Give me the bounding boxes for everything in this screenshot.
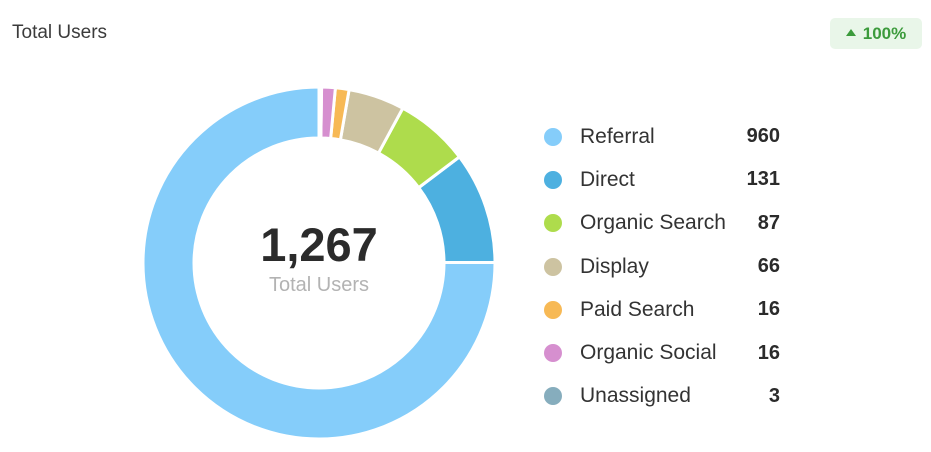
donut-slice-unassigned[interactable] (317, 85, 324, 140)
legend-label: Display (580, 254, 649, 278)
legend-value: 3 (768, 384, 780, 407)
legend-item-unassigned[interactable]: Unassigned 3 (544, 375, 780, 418)
legend-label: Paid Search (580, 297, 695, 321)
legend-label: Organic Social (580, 341, 717, 365)
donut-slice-referral[interactable] (141, 85, 497, 441)
donut-center: 1,267 Total Users (138, 82, 500, 444)
legend-value: 16 (757, 298, 780, 321)
legend-swatch (544, 214, 562, 233)
legend-item-organic-social[interactable]: Organic Social 16 (544, 331, 780, 374)
legend-item-organic-search[interactable]: Organic Search 87 (544, 202, 780, 245)
donut-slice-direct[interactable] (417, 155, 497, 265)
legend-swatch (544, 344, 562, 363)
legend-item-paid-search[interactable]: Paid Search 16 (544, 288, 780, 331)
legend-label: Referral (580, 124, 655, 148)
change-badge: 100% (830, 18, 922, 49)
legend-swatch (544, 387, 562, 406)
donut-slice-organic-search[interactable] (377, 106, 461, 190)
total-users-label: Total Users (268, 274, 370, 296)
donut-chart: 1,267 Total Users (138, 82, 500, 444)
legend-item-display[interactable]: Display 66 (544, 245, 780, 288)
legend-value: 16 (757, 341, 780, 364)
legend-label: Unassigned (580, 384, 691, 408)
change-badge-value: 100% (862, 23, 907, 43)
legend-swatch (544, 300, 562, 319)
chart-legend: Referral 960 Direct 131 Organic Search 87 Disp… (544, 115, 780, 418)
donut-chart-svg (141, 85, 497, 441)
total-users-value: 1,267 (260, 218, 378, 271)
triangle-up-icon (845, 29, 856, 36)
legend-value: 87 (757, 211, 780, 234)
donut-slice-display[interactable] (338, 88, 405, 155)
legend-value: 960 (746, 125, 780, 148)
legend-item-referral[interactable]: Referral 960 (544, 115, 780, 158)
card-title: Total Users (12, 22, 108, 43)
legend-label: Direct (580, 167, 635, 191)
legend-item-direct[interactable]: Direct 131 (544, 158, 780, 201)
legend-swatch (544, 257, 562, 276)
legend-label: Organic Search (580, 211, 726, 235)
legend-swatch (544, 170, 562, 189)
legend-value: 131 (746, 168, 780, 191)
legend-swatch (544, 127, 562, 146)
legend-value: 66 (757, 255, 780, 278)
